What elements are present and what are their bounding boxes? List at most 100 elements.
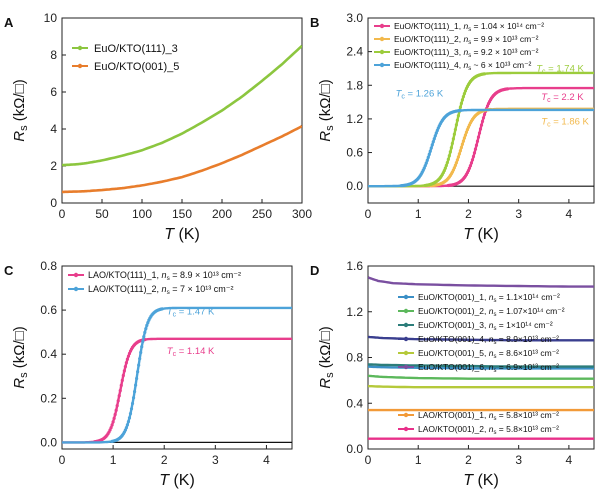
data-point (443, 166, 447, 170)
legend-marker (403, 412, 409, 418)
legend: EuO/KTO(111)_3 EuO/KTO(001)_5 (72, 43, 179, 73)
legend-item: EuO/KTO(111)_3, ns = 9.2 × 10¹³ cm⁻² (374, 47, 539, 59)
y-axis-label: Rs (kΩ/□) (11, 326, 30, 388)
data-point (142, 335, 146, 339)
tc-annotation: Tc = 1.14 K (167, 346, 215, 358)
data-point (145, 323, 149, 327)
data-point (458, 108, 463, 113)
panel-label: A (4, 15, 14, 30)
legend-label: EuO/KTO(001)_1, ns = 1.1×10¹⁴ cm⁻² (418, 292, 560, 304)
legend: EuO/KTO(001)_1, ns = 1.1×10¹⁴ cm⁻² EuO/KT… (398, 292, 565, 436)
data-point (123, 365, 127, 369)
data-point (134, 383, 138, 387)
data-point (452, 166, 456, 170)
y-tick-label: 6 (50, 85, 57, 99)
x-tick-label: 3 (212, 453, 219, 467)
plot-area (62, 306, 292, 444)
data-point (451, 137, 455, 141)
data-point (143, 330, 147, 335)
data-point (131, 396, 136, 400)
data-point (136, 370, 140, 374)
series-line (368, 363, 594, 368)
x-tick-label: 3 (515, 453, 522, 467)
legend-item: EuO/KTO(111)_2, ns = 9.9 × 10¹³ cm⁻² (374, 34, 539, 46)
data-point (425, 158, 429, 162)
legend-item: EuO/KTO(001)_3, ns = 1×10¹⁴ cm⁻² (398, 320, 553, 332)
y-tick-label: 10 (44, 11, 58, 25)
data-point (458, 149, 463, 153)
y-tick-label: 0.0 (346, 442, 363, 456)
plot-area (368, 276, 594, 440)
series-line (368, 384, 594, 389)
legend-label: EuO/KTO(001)_6, ns = 6.9×10¹³ cm⁻² (418, 362, 559, 374)
x-tick-label: 4 (566, 453, 573, 467)
x-tick-label: 0 (59, 453, 66, 467)
data-point (118, 388, 122, 393)
panel-label: D (310, 263, 319, 278)
x-axis-label: T (K) (463, 472, 499, 489)
x-tick-label: 1 (415, 453, 422, 467)
data-point (146, 320, 150, 325)
data-point (114, 408, 118, 412)
data-point (478, 127, 483, 131)
data-point (124, 361, 128, 365)
series-line (368, 335, 594, 342)
legend-marker (77, 45, 83, 51)
series-line (62, 44, 302, 167)
data-point (435, 128, 439, 133)
legend-label: EuO/KTO(111)_4, ns ~ 6 × 10¹³ cm⁻² (394, 60, 532, 72)
x-tick-label: 1 (415, 207, 422, 221)
data-point (427, 152, 431, 156)
data-point (119, 383, 123, 388)
data-point (126, 420, 131, 424)
legend-marker (379, 36, 385, 42)
legend-marker (379, 62, 385, 68)
data-point (477, 131, 482, 135)
data-point (461, 139, 466, 143)
data-point (460, 142, 465, 146)
data-point (115, 404, 119, 408)
y-tick-label: 0.0 (40, 435, 57, 449)
legend-item: LAO/KTO(001)_1, ns = 5.8×10¹³ cm⁻² (398, 410, 559, 422)
data-point (470, 158, 475, 162)
data-point (113, 412, 117, 417)
x-tick-label: 250 (252, 207, 272, 221)
data-point (480, 119, 485, 123)
legend-marker (403, 336, 409, 342)
x-tick-label: 100 (132, 207, 152, 221)
legend-item: LAO/KTO(001)_2, ns = 5.8×10¹³ cm⁻² (398, 424, 559, 436)
data-point (449, 146, 453, 150)
legend-marker (403, 294, 409, 300)
data-point (432, 137, 436, 141)
legend-item: EuO/KTO(001)_2, ns = 1.07×10¹⁴ cm⁻² (398, 306, 565, 318)
plot-area (368, 71, 594, 188)
data-point (454, 123, 458, 127)
tc-annotation: Tc = 2.2 K (541, 92, 584, 104)
data-point (446, 157, 450, 161)
data-point (125, 357, 130, 361)
data-point (448, 150, 452, 154)
data-point (132, 390, 137, 394)
data-point (456, 155, 460, 159)
y-axis-label: Rs (kΩ/□) (317, 79, 336, 141)
legend-label: EuO/KTO(111)_3, ns = 9.2 × 10¹³ cm⁻² (394, 47, 539, 59)
data-point (460, 98, 465, 102)
data-point (110, 423, 114, 427)
data-point (127, 416, 132, 420)
data-point (121, 373, 125, 378)
series-line (368, 276, 594, 288)
legend-item: EuO/KTO(001)_4, ns = 8.9×10¹³ cm⁻² (398, 334, 559, 346)
data-point (111, 420, 115, 424)
data-point (431, 140, 435, 144)
data-point (160, 307, 164, 311)
data-point (472, 151, 477, 155)
legend-item: EuO/KTO(001)_6, ns = 6.9×10¹³ cm⁻² (398, 362, 559, 374)
x-tick-label: 200 (212, 207, 232, 221)
data-point (135, 376, 139, 381)
data-point (137, 363, 141, 367)
panel-d: D 0 1 2 3 4 0.0 0.4 0.8 1.2 1.6 T (K) Rs (kΩ/□) EuO/K… (310, 259, 595, 489)
data-point (476, 135, 481, 139)
legend-item: EuO/KTO(001)_1, ns = 1.1×10¹⁴ cm⁻² (398, 292, 560, 304)
data-point (465, 128, 470, 132)
legend-label: LAO/KTO(111)_2, ns = 7 × 10¹³ cm⁻² (88, 284, 234, 296)
